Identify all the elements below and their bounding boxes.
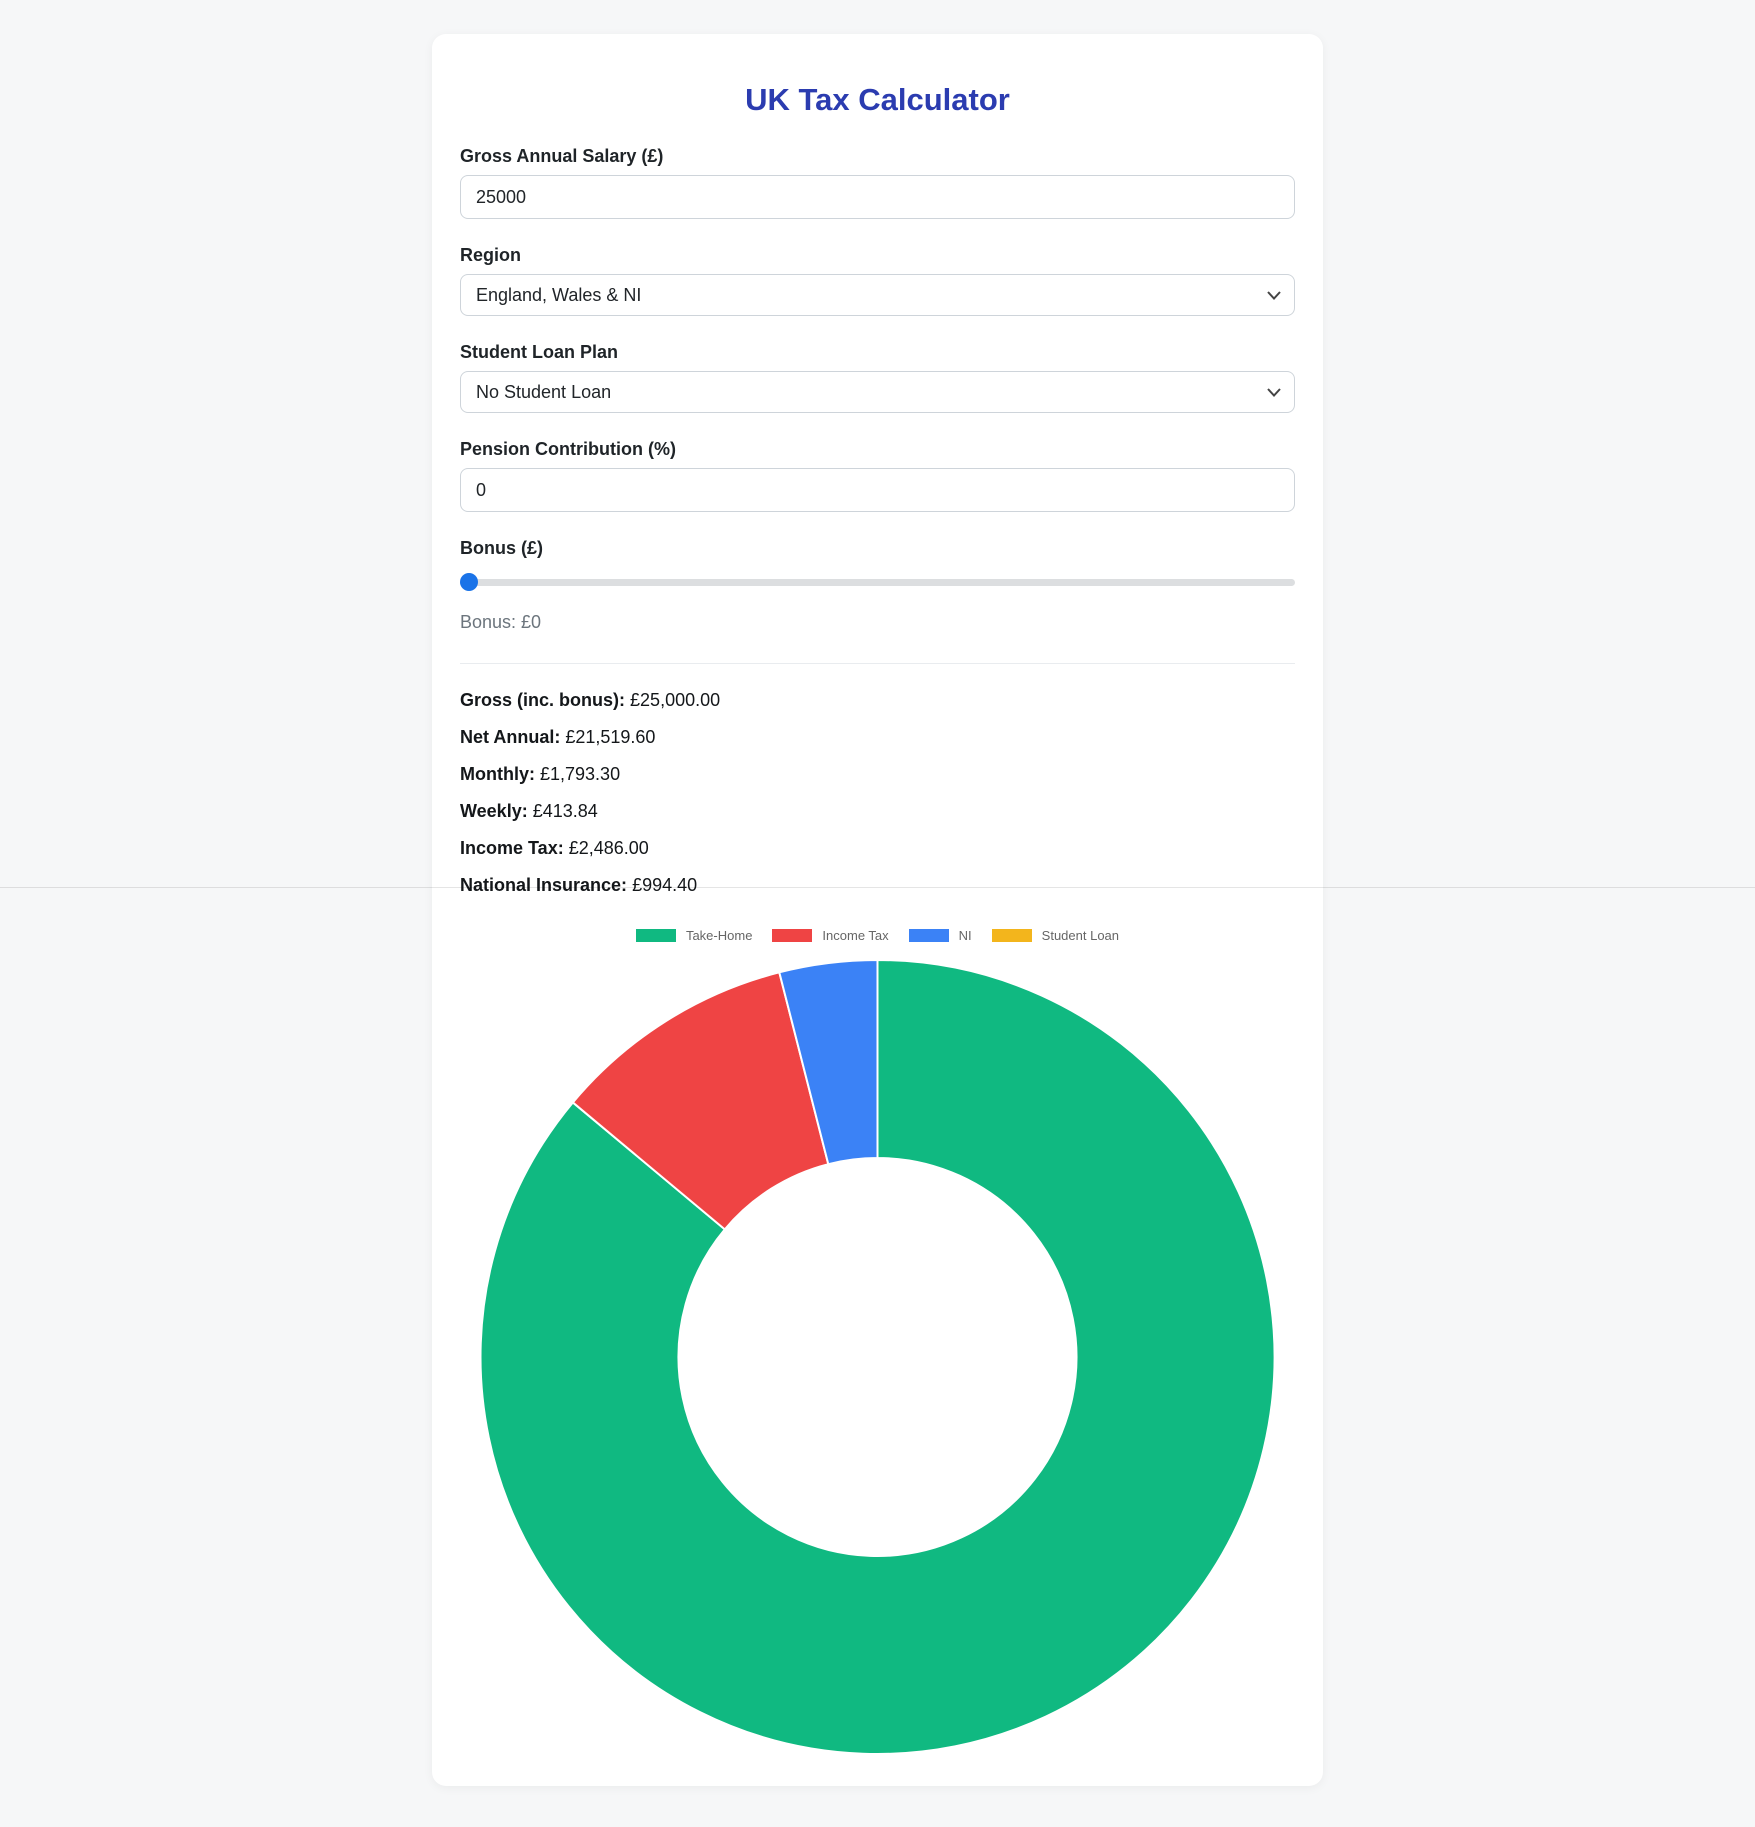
- donut-chart[interactable]: [460, 948, 1295, 1767]
- salary-group: Gross Annual Salary (£): [460, 146, 1295, 219]
- result-row-national-insurance: National Insurance: £994.40: [460, 875, 698, 895]
- legend-item-take-home[interactable]: Take-Home: [635, 928, 752, 943]
- pension-input[interactable]: [460, 468, 1295, 512]
- pension-label: Pension Contribution (%): [460, 439, 676, 459]
- legend-item-income-tax[interactable]: Income Tax: [772, 928, 889, 943]
- tax-breakdown-chart: Take-Home Income Tax NI Student Loan: [460, 928, 1295, 1767]
- result-row-weekly: Weekly: £413.84: [460, 801, 598, 821]
- bonus-value-text: Bonus: £0: [460, 612, 542, 632]
- region-select[interactable]: England, Wales & NI: [460, 274, 1295, 316]
- result-row-income-tax: Income Tax: £2,486.00: [460, 838, 649, 858]
- legend-swatch-income-tax: [772, 929, 813, 942]
- pension-group: Pension Contribution (%): [460, 439, 1295, 512]
- region-group: Region England, Wales & NI: [460, 245, 1295, 316]
- results-section: Gross (inc. bonus): £25,000.00 Net Annua…: [460, 690, 1295, 896]
- legend-item-ni[interactable]: NI: [908, 928, 972, 943]
- salary-label: Gross Annual Salary (£): [460, 146, 664, 166]
- bonus-slider[interactable]: [460, 573, 1295, 591]
- donut-slice-ni[interactable]: [778, 958, 879, 1166]
- student-loan-select[interactable]: No Student Loan: [460, 371, 1295, 413]
- region-label: Region: [460, 245, 521, 265]
- bonus-label: Bonus (£): [460, 538, 543, 558]
- result-row-net-annual: Net Annual: £21,519.60: [460, 727, 656, 747]
- legend-swatch-ni: [908, 929, 949, 942]
- results-divider: [460, 663, 1295, 664]
- page-title: UK Tax Calculator: [745, 82, 1010, 117]
- legend-item-student-loan[interactable]: Student Loan: [991, 928, 1119, 943]
- gross-salary-input[interactable]: [460, 175, 1295, 219]
- student-loan-group: Student Loan Plan No Student Loan: [460, 342, 1295, 413]
- chart-legend: Take-Home Income Tax NI Student Loan: [460, 928, 1295, 943]
- bonus-group: Bonus (£) Bonus: £0: [460, 538, 1295, 633]
- result-row-monthly: Monthly: £1,793.30: [460, 764, 621, 784]
- tax-calculator-card: UK Tax Calculator Gross Annual Salary (£…: [432, 34, 1323, 1786]
- student-loan-label: Student Loan Plan: [460, 342, 619, 362]
- result-row-gross: Gross (inc. bonus): £25,000.00: [460, 690, 721, 710]
- donut-slice-take-home[interactable]: [479, 958, 1276, 1755]
- legend-swatch-student-loan: [991, 929, 1032, 942]
- legend-swatch-take-home: [635, 929, 676, 942]
